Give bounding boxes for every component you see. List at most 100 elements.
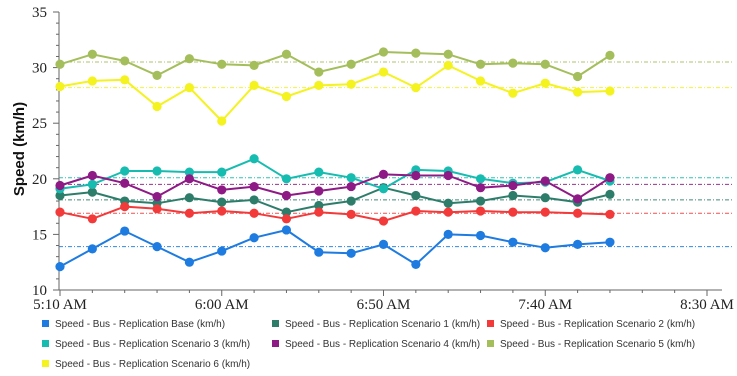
- data-point: [378, 169, 389, 179]
- data-point: [411, 83, 421, 93]
- data-point: [443, 170, 453, 181]
- data-point: [249, 181, 259, 192]
- data-point: [87, 76, 97, 86]
- x-tick-label: 7:40 AM: [518, 297, 572, 313]
- series-line: [59, 205, 611, 223]
- series-line: [59, 51, 611, 78]
- legend-item[interactable]: Speed - Bus - Replication Base (km/h): [42, 319, 225, 330]
- legend-label: Speed - Bus - Replication Scenario 2 (km…: [500, 319, 695, 330]
- data-point: [443, 60, 453, 70]
- data-point: [120, 226, 130, 236]
- legend-item[interactable]: Speed - Bus - Replication Scenario 4 (km…: [272, 339, 480, 350]
- data-point: [443, 198, 453, 208]
- y-tick-label: 20: [32, 172, 47, 188]
- legend-swatch: [487, 340, 494, 347]
- data-point: [378, 67, 389, 77]
- data-point: [605, 237, 615, 247]
- series-line: [59, 157, 611, 190]
- data-point: [249, 195, 259, 205]
- data-point: [87, 214, 97, 224]
- series-line: [59, 173, 611, 200]
- data-point: [346, 181, 356, 192]
- data-point: [475, 196, 486, 206]
- data-point: [87, 49, 97, 59]
- y-tick-label: 10: [32, 283, 47, 299]
- data-point: [249, 154, 259, 164]
- data-point: [281, 91, 292, 102]
- data-point: [184, 174, 194, 184]
- legend-swatch: [42, 340, 49, 347]
- data-point: [508, 207, 518, 217]
- series-6: [55, 60, 615, 126]
- data-point: [55, 180, 65, 191]
- data-point: [314, 80, 324, 90]
- data-point: [346, 248, 356, 258]
- data-point: [87, 170, 97, 181]
- data-point: [217, 185, 227, 195]
- data-point: [475, 230, 486, 241]
- data-point: [217, 167, 227, 177]
- data-point: [573, 194, 583, 204]
- data-point: [378, 47, 389, 57]
- legend-item[interactable]: Speed - Bus - Replication Scenario 5 (km…: [487, 339, 695, 350]
- legend: Speed - Bus - Replication Base (km/h) Spe…: [42, 319, 695, 370]
- data-point: [508, 180, 518, 191]
- series-0: [55, 225, 615, 272]
- data-point: [55, 262, 65, 272]
- legend-item[interactable]: Speed - Bus - Replication Scenario 1 (km…: [272, 319, 480, 330]
- data-point: [378, 239, 389, 250]
- data-point: [314, 167, 324, 177]
- data-point: [249, 208, 259, 218]
- data-point: [184, 167, 194, 177]
- data-point: [184, 83, 194, 93]
- legend-item[interactable]: Speed - Bus - Replication Scenario 6 (km…: [42, 359, 250, 370]
- data-point: [249, 60, 259, 70]
- data-point: [411, 48, 421, 58]
- y-tick-label: 30: [32, 61, 47, 77]
- data-point: [508, 190, 518, 201]
- legend-swatch: [42, 320, 49, 327]
- x-tick-label: 6:50 AM: [357, 297, 411, 313]
- data-point: [411, 259, 421, 270]
- data-point: [281, 190, 292, 201]
- legend-item[interactable]: Speed - Bus - Replication Scenario 3 (km…: [42, 339, 250, 350]
- y-tick-label: 35: [32, 5, 47, 21]
- data-point: [87, 244, 97, 254]
- series-layer: [55, 47, 615, 272]
- data-point: [314, 247, 324, 257]
- series-2: [55, 202, 615, 226]
- data-point: [475, 174, 486, 184]
- data-point: [217, 59, 227, 69]
- legend-label: Speed - Bus - Replication Scenario 1 (km…: [285, 319, 480, 330]
- series-5: [55, 47, 615, 82]
- legend-swatch: [487, 320, 494, 327]
- data-point: [152, 166, 162, 176]
- data-point: [346, 173, 356, 183]
- data-point: [443, 229, 453, 239]
- data-point: [217, 197, 227, 207]
- data-point: [346, 79, 356, 89]
- legend-label: Speed - Bus - Replication Base (km/h): [55, 319, 225, 330]
- data-point: [346, 59, 356, 69]
- data-point: [540, 78, 550, 88]
- data-point: [217, 246, 227, 256]
- y-tick-label: 25: [32, 116, 47, 132]
- data-point: [281, 214, 292, 224]
- data-point: [475, 183, 486, 193]
- data-point: [508, 58, 518, 68]
- legend-item[interactable]: Speed - Bus - Replication Scenario 2 (km…: [487, 319, 695, 330]
- data-point: [508, 88, 518, 98]
- legend-label: Speed - Bus - Replication Scenario 5 (km…: [500, 339, 695, 350]
- x-tick-label: 8:30 AM: [680, 297, 734, 313]
- data-point: [152, 70, 162, 80]
- data-point: [120, 202, 130, 212]
- data-point: [475, 206, 486, 216]
- x-tick-label: 5:10 AM: [33, 297, 87, 313]
- y-axis-title: Speed (km/h): [11, 102, 28, 196]
- data-point: [346, 196, 356, 206]
- data-point: [378, 216, 389, 226]
- data-point: [540, 193, 550, 203]
- data-point: [605, 173, 615, 183]
- data-point: [184, 257, 194, 267]
